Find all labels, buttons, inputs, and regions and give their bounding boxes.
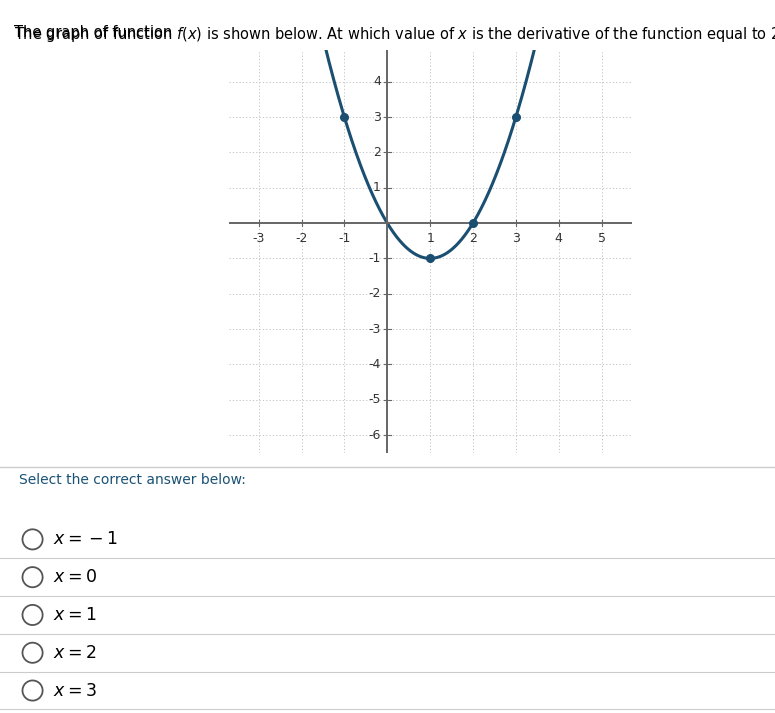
Text: 4: 4 — [373, 75, 381, 88]
Text: -1: -1 — [338, 232, 350, 245]
Text: The graph of function $f(x)$ is shown below. At which value of $x$ is the deriva: The graph of function $f(x)$ is shown be… — [14, 25, 775, 44]
Text: 4: 4 — [555, 232, 563, 245]
Text: $x = 1$: $x = 1$ — [53, 606, 96, 624]
Text: $x = 0$: $x = 0$ — [53, 568, 97, 586]
Text: -2: -2 — [295, 232, 308, 245]
Text: -4: -4 — [368, 358, 381, 371]
Text: -5: -5 — [368, 394, 381, 406]
Text: $x = 3$: $x = 3$ — [53, 682, 96, 699]
Text: -3: -3 — [368, 322, 381, 336]
Text: Select the correct answer below:: Select the correct answer below: — [19, 473, 246, 487]
Text: 1: 1 — [426, 232, 434, 245]
Text: $x = -1$: $x = -1$ — [53, 530, 118, 548]
Text: -2: -2 — [368, 287, 381, 300]
Text: 1: 1 — [373, 181, 381, 194]
Text: 3: 3 — [512, 232, 520, 245]
Text: 5: 5 — [598, 232, 605, 245]
Text: -3: -3 — [253, 232, 265, 245]
Text: -1: -1 — [368, 252, 381, 265]
Text: 2: 2 — [373, 146, 381, 159]
Text: -6: -6 — [368, 429, 381, 441]
Text: The graph of function: The graph of function — [14, 25, 177, 40]
Text: $x = 2$: $x = 2$ — [53, 644, 96, 662]
Text: 2: 2 — [469, 232, 477, 245]
Text: 3: 3 — [373, 111, 381, 123]
